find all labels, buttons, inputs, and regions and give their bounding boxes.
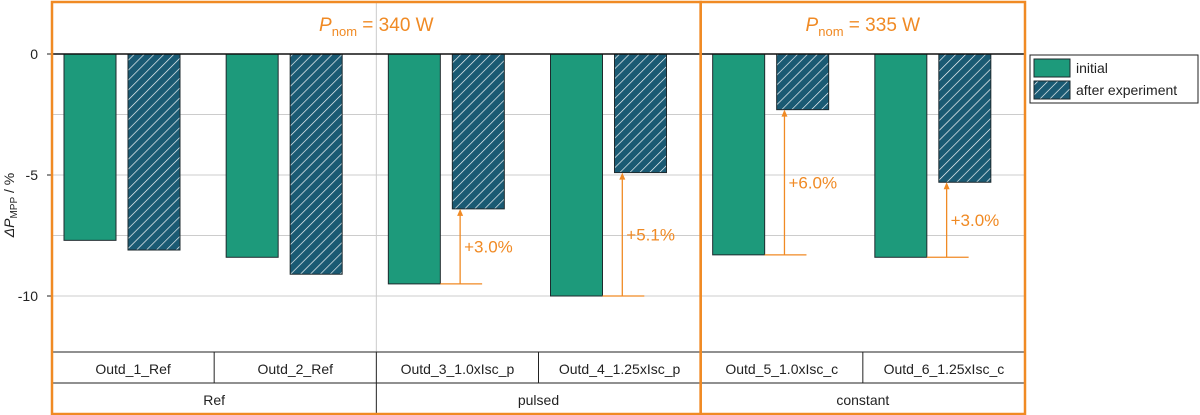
- bar-initial: [63, 53, 117, 241]
- bar-initial: [712, 53, 766, 256]
- y-axis-label-symbol: ΔP: [1, 218, 17, 238]
- group-label: pulsed: [518, 392, 559, 408]
- y-tick-label: 0: [30, 46, 38, 62]
- axes: 0 -5 -10: [18, 46, 1025, 304]
- annotation-label: +6.0%: [788, 173, 837, 192]
- panel-frame: [699, 0, 1027, 415]
- bar-after-experiment: [127, 53, 181, 251]
- bar-initial: [225, 53, 279, 258]
- panel-title-value: = 335 W: [844, 15, 921, 36]
- annotation-label: +5.1%: [626, 225, 675, 244]
- bar-initial: [387, 53, 441, 285]
- y-tick-label: -10: [18, 288, 38, 304]
- y-axis-label: ΔPMPP / %: [1, 173, 20, 239]
- category-label: Outd_6_1.25xIsc_c: [884, 361, 1005, 377]
- category-label: Outd_3_1.0xIsc_p: [401, 361, 515, 377]
- y-tick-label: -5: [26, 167, 39, 183]
- annotation-arrowhead: [457, 208, 464, 216]
- bar-after-experiment: [776, 53, 830, 111]
- bar-after-experiment: [614, 53, 667, 174]
- group-label: Ref: [203, 392, 225, 408]
- annotation-label: +3.0%: [464, 237, 513, 256]
- panel-title: Pnom = 340 W: [319, 15, 434, 39]
- annotation-arrowhead: [619, 172, 626, 180]
- legend-swatch-initial: [1033, 58, 1071, 78]
- bar-initial: [550, 53, 603, 297]
- y-axis-label-unit: / %: [1, 173, 17, 197]
- panel-title: Pnom = 335 W: [806, 15, 921, 39]
- y-axis-label-subscript: MPP: [9, 197, 20, 219]
- legend-label-initial: initial: [1076, 60, 1108, 76]
- category-label: Outd_4_1.25xIsc_p: [559, 361, 681, 377]
- panel-title-subscript: nom: [818, 24, 843, 39]
- panel-title-symbol: P: [806, 15, 819, 36]
- legend-label-after-experiment: after experiment: [1076, 82, 1177, 98]
- annotation-label: +3.0%: [951, 211, 1000, 230]
- annotation-arrowhead: [943, 182, 950, 190]
- panel-title-symbol: P: [319, 15, 332, 36]
- bar-after-experiment: [938, 53, 992, 183]
- bar-initial: [874, 53, 928, 258]
- bar-after-experiment: [289, 53, 343, 275]
- category-table: Outd_1_Ref Outd_2_Ref Outd_3_1.0xIsc_p Outd…: [52, 351, 1025, 414]
- panel-title-subscript: nom: [332, 24, 357, 39]
- legend-swatch-after-experiment: [1033, 80, 1071, 100]
- annotation-arrowhead: [781, 109, 788, 117]
- annotations: +3.0% +5.1% +6.0% +3.0%: [440, 109, 1000, 297]
- category-label: Outd_2_Ref: [258, 361, 334, 377]
- category-label: Outd_5_1.0xIsc_c: [725, 361, 838, 377]
- bar-after-experiment: [451, 53, 505, 210]
- panel-title-value: = 340 W: [357, 15, 434, 36]
- category-label: Outd_1_Ref: [95, 361, 171, 377]
- legend: initial after experiment: [1029, 54, 1199, 104]
- panels: Pnom = 340 W Pnom = 335 W: [50, 0, 1027, 415]
- group-label: constant: [836, 392, 889, 408]
